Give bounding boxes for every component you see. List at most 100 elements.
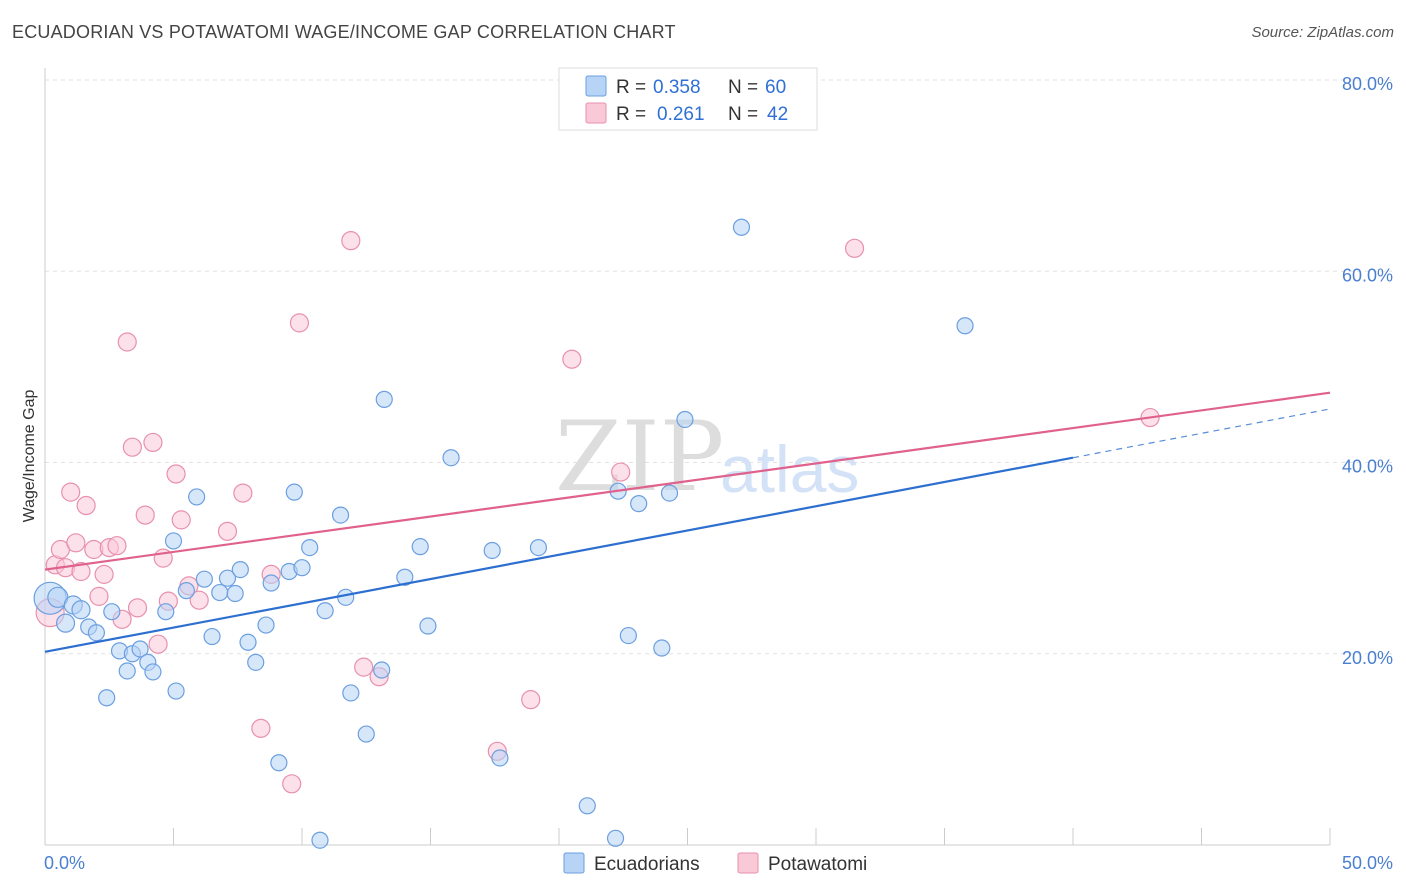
potawatomi-point: [341, 231, 361, 251]
ecuadorians-point: [239, 633, 257, 651]
legend-n-value-ecuadorians: 60: [765, 77, 786, 98]
ecuadorians-point: [375, 390, 393, 408]
ecuadorians-point: [357, 725, 375, 743]
ecuadorians-point: [396, 568, 414, 586]
ecuadorians-trend-extension: [1072, 408, 1331, 459]
ecuadorians-point: [653, 639, 671, 657]
x-tick-label-max: 50.0%: [1342, 853, 1393, 873]
ecuadorians-point: [144, 663, 162, 681]
watermark-atlas: atlas: [720, 432, 859, 506]
potawatomi-point: [122, 437, 142, 457]
ecuadorians-point: [231, 560, 249, 579]
potawatomi-point: [354, 657, 374, 677]
ecuadorians-point: [131, 640, 149, 658]
y-tick-label: 80.0%: [1342, 74, 1393, 94]
y-tick-label: 40.0%: [1342, 457, 1393, 477]
potawatomi-point: [251, 718, 271, 738]
ecuadorians-point: [270, 754, 288, 772]
chart-title: ECUADORIAN VS POTAWATOMI WAGE/INCOME GAP…: [12, 22, 676, 42]
legend-r-label-potawatomi: R =: [616, 104, 646, 125]
potawatomi-point: [282, 774, 302, 794]
ecuadorians-point: [411, 538, 429, 556]
series-legend-swatch-potawatomi: [737, 852, 759, 874]
ecuadorians-point: [218, 569, 237, 587]
ecuadorians-point: [630, 495, 648, 513]
ecuadorians-point: [164, 532, 183, 550]
potawatomi-point: [189, 590, 209, 610]
ecuadorians-point: [103, 603, 121, 621]
ecuadorians-point: [732, 218, 751, 236]
ecuadorians-point: [157, 603, 175, 621]
ecuadorians-point: [342, 684, 360, 702]
stats-legend: R = 0.358 N = 60 R = 0.261 N = 42: [558, 67, 818, 131]
potawatomi-point: [127, 598, 148, 618]
potawatomi-point: [521, 690, 541, 710]
ecuadorians-point: [301, 539, 319, 557]
ecuadorians-point: [529, 539, 548, 557]
ecuadorians-point: [578, 797, 596, 815]
potawatomi-point: [89, 586, 109, 606]
ecuadorians-point: [293, 559, 311, 577]
ecuadorians-point: [285, 483, 303, 501]
potawatomi-point: [71, 561, 91, 582]
ecuadorians-point: [483, 541, 501, 560]
ecuadorians-point: [226, 584, 244, 603]
ecuadorians-point: [619, 626, 637, 645]
ecuadorians-point: [211, 583, 229, 602]
potawatomi-point: [135, 505, 155, 525]
scatter-points: [33, 218, 1160, 849]
y-tick-labels: 20.0% 40.0% 60.0% 80.0%: [1342, 74, 1393, 668]
legend-r-label-ecuadorians: R =: [616, 77, 646, 98]
potawatomi-point: [166, 464, 186, 484]
series-legend-label-potawatomi: Potawatomi: [768, 854, 867, 875]
ecuadorians-point: [188, 488, 206, 506]
x-tick-label-min: 0.0%: [44, 853, 85, 873]
ecuadorians-point: [257, 616, 275, 634]
potawatomi-point: [94, 564, 114, 584]
legend-n-label-ecuadorians: N =: [728, 77, 758, 98]
ecuadorians-point: [247, 653, 265, 671]
potawatomi-point: [217, 521, 238, 541]
potawatomi-point: [844, 238, 865, 258]
ecuadorians-point: [676, 410, 694, 429]
series-legend: Ecuadorians Potawatomi: [563, 852, 867, 875]
watermark-zip: ZIP: [555, 401, 724, 513]
ecuadorians-point: [118, 662, 136, 680]
potawatomi-point: [148, 634, 168, 654]
potawatomi-trend-line: [44, 391, 1331, 571]
legend-r-value-potawatomi: 0.261: [657, 104, 705, 125]
ecuadorians-point: [337, 588, 355, 606]
legend-swatch-ecuadorians: [585, 75, 607, 97]
ecuadorians-point: [55, 613, 76, 633]
potawatomi-point: [61, 482, 81, 502]
ecuadorians-point: [956, 317, 974, 335]
ecuadorians-point: [316, 602, 334, 620]
ecuadorians-point: [491, 749, 509, 767]
ecuadorians-point: [606, 829, 625, 847]
potawatomi-point: [143, 432, 163, 453]
potawatomi-point: [611, 462, 631, 482]
ecuadorians-point: [262, 574, 280, 592]
potawatomi-point: [289, 313, 310, 333]
potawatomi-point: [117, 332, 137, 352]
ecuadorians-trend-line: [44, 456, 1074, 653]
y-axis-title: Wage/Income Gap: [21, 390, 38, 523]
ecuadorians-point: [167, 682, 185, 700]
ecuadorians-point: [373, 661, 391, 679]
legend-r-value-ecuadorians: 0.358: [653, 77, 701, 98]
ecuadorians-point: [87, 624, 106, 642]
y-tick-label: 20.0%: [1342, 648, 1393, 668]
potawatomi-point: [171, 510, 191, 530]
ecuadorians-point: [98, 689, 116, 707]
trend-lines: [44, 391, 1331, 653]
series-legend-swatch-ecuadorians: [563, 852, 585, 874]
ecuadorians-point: [203, 627, 221, 646]
ecuadorians-point: [331, 506, 350, 524]
source-label: Source: ZipAtlas.com: [1251, 24, 1394, 41]
ecuadorians-point: [311, 831, 329, 849]
legend-n-value-potawatomi: 42: [767, 104, 788, 125]
potawatomi-point: [76, 495, 96, 516]
potawatomi-point: [233, 483, 253, 503]
axes: [44, 68, 1331, 846]
